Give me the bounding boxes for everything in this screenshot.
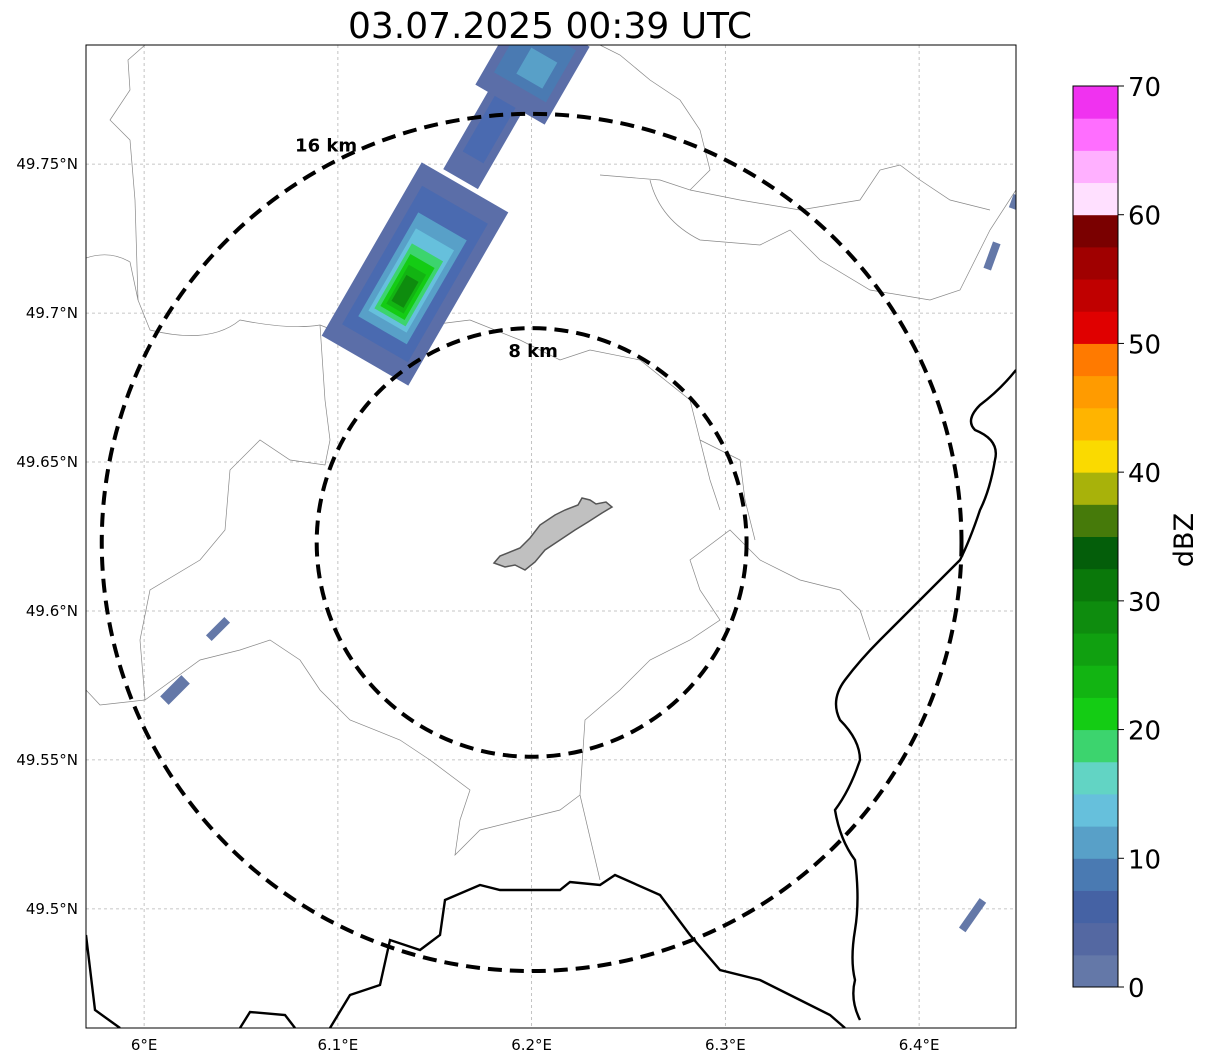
colorbar-swatch xyxy=(1073,954,1118,988)
map-panel: 8 km 16 km 6°E 6.1°E 6.2°E 6.3°E 6.4°E 49.75°… xyxy=(16,44,1017,1054)
longitude-ticks: 6°E 6.1°E 6.2°E 6.3°E 6.4°E xyxy=(131,1036,940,1054)
colorbar-swatch xyxy=(1073,439,1118,473)
colorbar-tick-label: 0 xyxy=(1128,974,1145,1004)
colorbar-swatch xyxy=(1073,793,1118,827)
admin-boundaries xyxy=(86,45,1016,881)
colorbar-swatch xyxy=(1073,182,1118,216)
lat-tick-label: 49.6°N xyxy=(26,602,78,620)
colorbar-swatch xyxy=(1073,311,1118,344)
colorbar-swatch xyxy=(1073,729,1118,763)
colorbar-tick-label: 40 xyxy=(1128,459,1161,489)
colorbar-swatch xyxy=(1073,633,1118,666)
colorbar-tick-label: 50 xyxy=(1128,330,1161,360)
lat-tick-label: 49.7°N xyxy=(26,304,78,322)
range-rings: 8 km 16 km xyxy=(99,111,964,974)
colorbar-swatch xyxy=(1073,214,1118,248)
colorbar-swatch xyxy=(1073,504,1118,537)
colorbar-swatch xyxy=(1073,665,1118,698)
range-ring xyxy=(314,326,749,759)
colorbar-swatch xyxy=(1073,697,1118,731)
colorbar-swatch xyxy=(1073,600,1118,634)
range-ring-label: 16 km xyxy=(295,135,357,156)
radar-echoes xyxy=(160,45,1016,933)
range-ring-label: 8 km xyxy=(508,341,558,362)
colorbar-swatch xyxy=(1073,568,1118,602)
range-ring xyxy=(99,111,964,974)
lon-tick-label: 6°E xyxy=(131,1036,158,1054)
lon-tick-label: 6.2°E xyxy=(511,1036,552,1054)
colorbar: 0 10 20 30 40 50 60 70 dBZ xyxy=(1072,73,1200,1004)
colorbar-tick-label: 20 xyxy=(1128,717,1161,747)
colorbar-swatch xyxy=(1073,375,1118,409)
colorbar-swatch xyxy=(1073,890,1118,924)
colorbar-swatches xyxy=(1073,86,1118,988)
colorbar-swatch xyxy=(1073,472,1118,505)
lat-tick-label: 49.55°N xyxy=(16,751,78,769)
precip-cell-main xyxy=(321,65,538,386)
colorbar-tick-label: 30 xyxy=(1128,588,1161,618)
lon-tick-label: 6.3°E xyxy=(705,1036,746,1054)
country-borders xyxy=(86,369,1016,1028)
gridlines xyxy=(86,45,1016,1028)
colorbar-swatch xyxy=(1073,826,1118,859)
colorbar-frame xyxy=(1072,85,1119,988)
colorbar-swatch xyxy=(1073,246,1118,280)
colorbar-tick-label: 10 xyxy=(1128,845,1161,875)
precip-speck-1 xyxy=(160,675,190,705)
colorbar-swatch xyxy=(1073,279,1118,312)
precip-speck-2 xyxy=(205,616,231,642)
lon-tick-label: 6.4°E xyxy=(899,1036,940,1054)
latitude-ticks: 49.75°N 49.7°N 49.65°N 49.6°N 49.55°N 49.5°N xyxy=(16,155,78,918)
colorbar-swatch xyxy=(1073,407,1118,441)
precip-speck-5 xyxy=(1008,194,1016,210)
colorbar-swatch xyxy=(1073,536,1118,570)
precip-cell-north xyxy=(475,45,590,125)
colorbar-swatch xyxy=(1073,761,1118,795)
lat-tick-label: 49.5°N xyxy=(26,900,78,918)
colorbar-tick-label: 70 xyxy=(1128,73,1161,103)
colorbar-swatch xyxy=(1073,118,1118,151)
lat-tick-label: 49.65°N xyxy=(16,453,78,471)
colorbar-ticks: 0 10 20 30 40 50 60 70 xyxy=(1118,73,1161,1004)
map-title: 03.07.2025 00:39 UTC xyxy=(348,6,752,47)
colorbar-swatch xyxy=(1073,150,1118,184)
lon-tick-label: 6.1°E xyxy=(317,1036,358,1054)
colorbar-label: dBZ xyxy=(1169,513,1200,567)
city-area xyxy=(492,497,614,571)
precip-speck-4 xyxy=(983,241,1001,271)
colorbar-swatch xyxy=(1073,343,1118,377)
colorbar-swatch xyxy=(1073,858,1118,891)
colorbar-swatch xyxy=(1073,86,1118,119)
lat-tick-label: 49.75°N xyxy=(16,155,78,173)
colorbar-tick-label: 60 xyxy=(1128,202,1161,232)
precip-speck-3 xyxy=(958,898,987,933)
colorbar-swatch xyxy=(1073,922,1118,956)
map-frame xyxy=(85,44,1017,1029)
